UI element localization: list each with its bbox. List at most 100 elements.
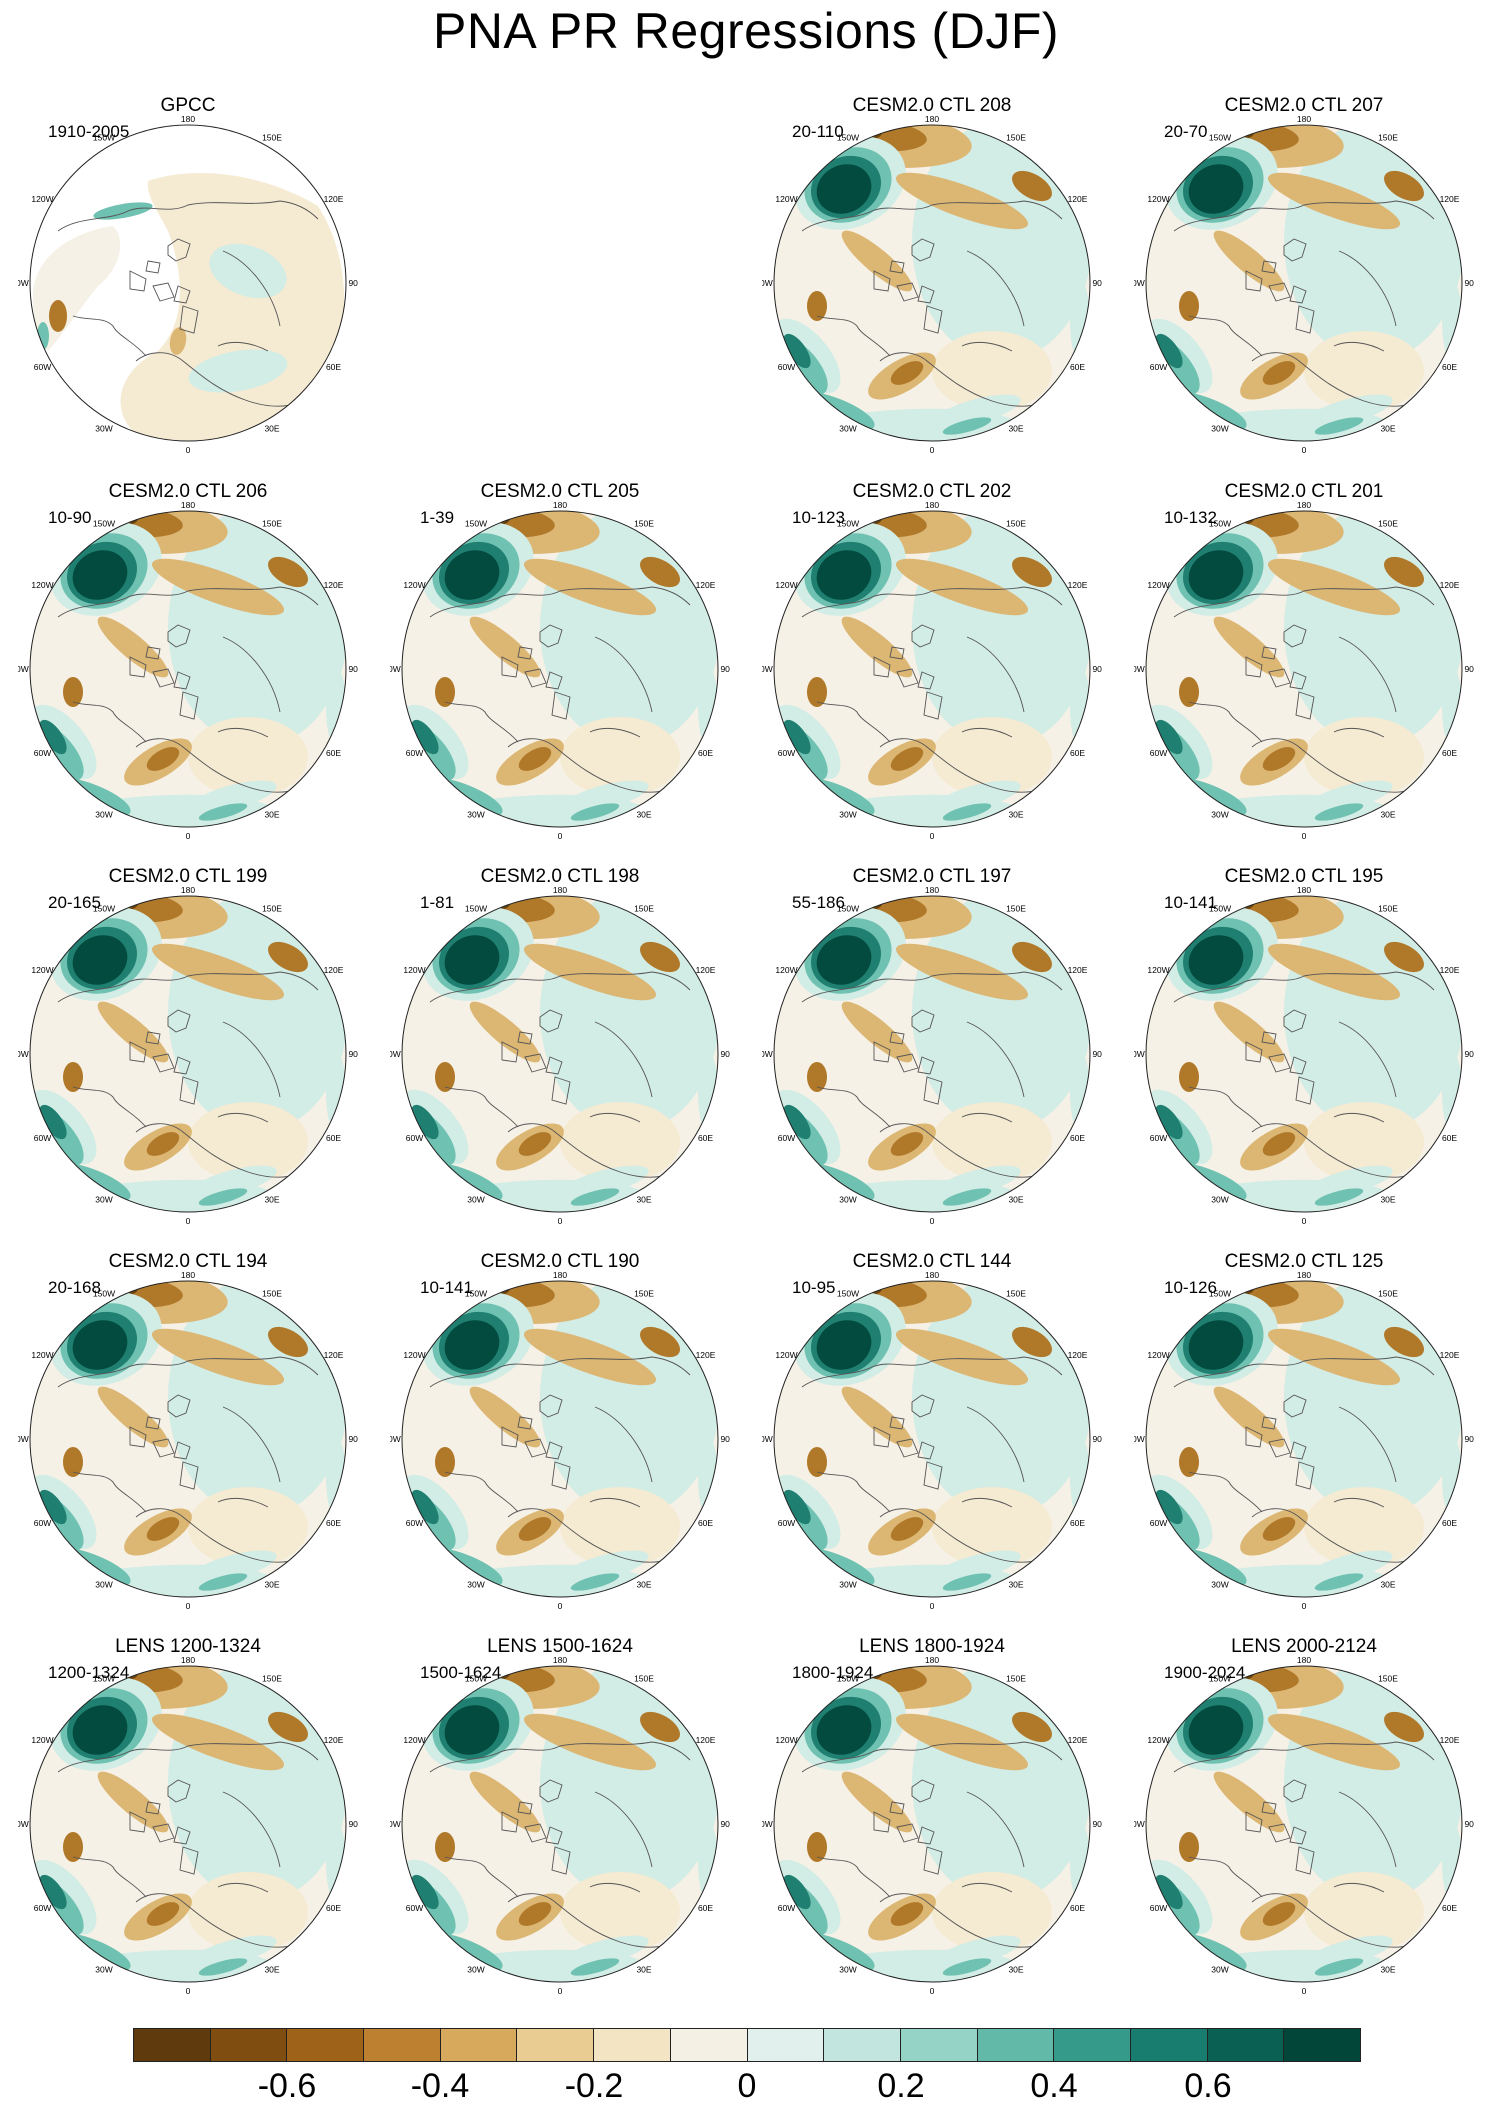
coastline — [152, 1823, 175, 1843]
coastline — [961, 1882, 1013, 1893]
coastline — [152, 282, 175, 302]
wet-anomaly — [198, 803, 248, 821]
wet-anomaly — [816, 1705, 872, 1755]
coastline — [966, 636, 1025, 713]
coastline — [917, 285, 935, 304]
coastline — [222, 636, 281, 713]
wet-anomaly — [912, 1666, 1090, 1902]
wet-anomaly — [540, 896, 718, 1132]
coastline — [1173, 1356, 1435, 1388]
longitude-label-120e: 120E — [696, 580, 716, 590]
coastline — [1268, 1438, 1291, 1458]
longitude-label-30w: 30W — [95, 1965, 112, 1975]
panel-period: 1-39 — [420, 508, 455, 527]
coastline — [873, 270, 891, 292]
longitude-label-60w: 60W — [406, 1518, 423, 1528]
colorbar-label: -0.2 — [564, 2067, 624, 2105]
dry-anomaly — [640, 1326, 680, 1358]
dry-anomaly — [169, 327, 187, 355]
longitude-label-0: 0 — [186, 1216, 191, 1226]
longitude-label-30w: 30W — [467, 1195, 484, 1205]
wet-anomaly — [1314, 1573, 1364, 1591]
polar-map: 180 150E 120E 90E 60E 30E 0 30W 60W 90W 120W 150W — [390, 500, 730, 841]
dry-anomaly — [268, 1326, 308, 1358]
coastline — [145, 260, 161, 274]
dry-anomaly — [1262, 747, 1296, 771]
longitude-label-0: 0 — [930, 445, 935, 455]
coastline — [896, 1438, 919, 1458]
coastline — [444, 701, 519, 743]
wet-anomaly — [1442, 1052, 1462, 1132]
longitude-label-120w: 120W — [403, 1735, 425, 1745]
longitude-label-60w: 60W — [778, 1133, 795, 1143]
coastline — [1268, 282, 1291, 302]
dry-anomaly — [146, 1517, 180, 1541]
map-panel: GPCC 1910-2005 180 150E 120E 90E 60E 30E 0 30W 6… — [18, 95, 358, 465]
dry-anomaly — [1213, 1386, 1285, 1448]
longitude-label-0: 0 — [558, 1216, 563, 1226]
panel-title: LENS 1800-1924 — [859, 1636, 1005, 1657]
dry-anomaly — [1012, 1326, 1052, 1358]
coastline — [167, 1009, 191, 1033]
wet-anomaly — [942, 1188, 992, 1206]
longitude-label-90e: 90E — [1092, 1819, 1102, 1829]
wet-anomaly — [783, 719, 811, 755]
coastline — [501, 656, 519, 678]
map-boundary — [773, 510, 1091, 828]
coastline — [594, 1021, 653, 1098]
dry-anomaly — [1262, 1902, 1296, 1926]
map-field — [1146, 1666, 1462, 1982]
longitude-label-60e: 60E — [698, 1133, 713, 1143]
dry-anomaly — [151, 558, 285, 616]
coastline — [545, 1826, 563, 1845]
dry-anomaly — [1179, 677, 1199, 707]
coastline — [1188, 1856, 1263, 1898]
map-panel: CESM2.0 CTL 125 10-126 180 150E 120E 90E 60E… — [1134, 1251, 1474, 1621]
longitude-label-60e: 60E — [1070, 1133, 1085, 1143]
longitude-label-60w: 60W — [406, 748, 423, 758]
longitude-label-90w: 90W — [18, 1819, 29, 1829]
panel-title: CESM2.0 CTL 207 — [1224, 95, 1384, 116]
coastline — [873, 1426, 891, 1448]
longitude-label-0: 0 — [1302, 831, 1307, 841]
wet-anomaly — [444, 1705, 500, 1755]
coastline — [72, 315, 147, 357]
wet-anomaly — [444, 550, 500, 600]
wet-anomaly — [912, 896, 1090, 1132]
longitude-label-30e: 30E — [1380, 810, 1395, 820]
wet-anomaly — [570, 803, 620, 821]
coastline — [517, 1416, 533, 1430]
panel-period: 1800-1924 — [792, 1663, 874, 1682]
dry-anomaly — [518, 747, 552, 771]
longitude-label-90e: 90E — [1092, 278, 1102, 288]
longitude-label-90e: 90E — [348, 664, 358, 674]
coastline — [129, 270, 147, 292]
dry-anomaly — [188, 717, 308, 797]
longitude-label-120e: 120E — [1068, 194, 1088, 204]
panel-title: CESM2.0 CTL 199 — [108, 866, 268, 887]
map-boundary — [1145, 1665, 1463, 1983]
longitude-label-120e: 120E — [1068, 1735, 1088, 1745]
longitude-label-30w: 30W — [839, 1580, 856, 1590]
longitude-label-180: 180 — [925, 885, 939, 895]
dry-anomaly — [469, 1771, 541, 1833]
coastline — [966, 250, 1025, 327]
wet-anomaly — [1188, 1320, 1244, 1370]
longitude-label-0: 0 — [186, 1986, 191, 1996]
longitude-label-150e: 150E — [262, 904, 282, 914]
wet-anomaly — [1442, 667, 1462, 747]
coastline — [173, 671, 191, 690]
panel-period: 10-141 — [1164, 893, 1217, 912]
coastline — [1173, 586, 1435, 618]
longitude-label-150e: 150E — [1378, 519, 1398, 529]
coastline — [145, 646, 161, 660]
coastline — [801, 1356, 1063, 1388]
wet-anomaly — [209, 243, 287, 299]
longitude-label-150e: 150E — [634, 519, 654, 529]
coastline — [1188, 1086, 1263, 1128]
wet-anomaly — [1284, 125, 1462, 361]
coastline — [889, 646, 905, 660]
wet-anomaly — [942, 417, 992, 435]
dry-anomaly — [890, 1902, 924, 1926]
coastline — [1261, 646, 1277, 660]
